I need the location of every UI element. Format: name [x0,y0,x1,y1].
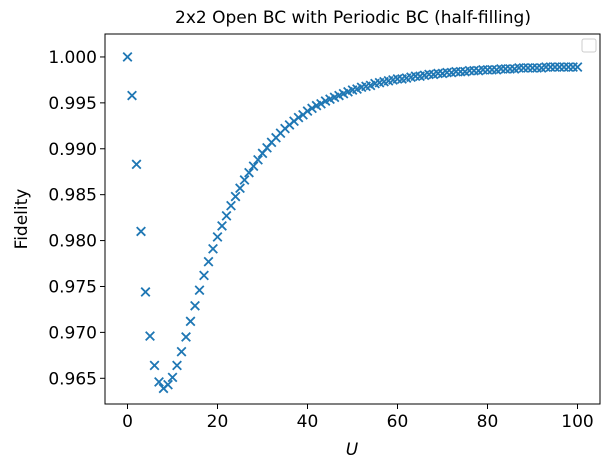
data-point [568,62,578,72]
data-point [302,106,313,117]
data-point [559,62,569,72]
data-point [523,63,533,73]
y-tick-label: 0.995 [48,94,97,114]
x-tick-label: 80 [477,412,499,432]
data-point [127,90,137,101]
data-point [199,270,209,281]
data-point [122,52,133,62]
data-point [194,285,205,296]
y-axis-ticks: 0.965 0.970 0.975 0.980 0.985 0.990 0.995 1.000 [48,48,105,389]
data-point [136,226,146,237]
data-point [248,161,259,172]
data-point [505,63,515,74]
data-point [235,183,245,194]
data-point [185,316,196,327]
y-tick-label: 1.000 [48,48,97,68]
data-point [163,379,173,390]
data-point [149,360,160,371]
x-tick-label: 0 [122,412,133,432]
data-point [176,346,187,357]
x-axis-label: U [346,440,359,460]
y-tick-label: 0.965 [48,369,97,389]
plot-frame [104,33,601,405]
data-point [307,103,317,114]
y-tick-label: 0.990 [48,140,97,160]
data-point [293,112,304,123]
y-tick-label: 0.970 [48,323,97,343]
y-axis-label: Fidelity [12,189,32,250]
data-point [532,63,542,73]
data-point [545,62,556,72]
data-point [140,287,151,297]
x-tick-label: 100 [561,412,593,432]
data-point [455,66,466,77]
x-tick-label: 20 [207,412,229,432]
y-tick-label: 0.975 [48,277,97,297]
data-point [500,63,511,74]
data-point [221,210,232,221]
data-point [482,64,493,75]
x-tick-label: 60 [387,412,409,432]
data-point [550,62,560,72]
data-point [131,159,142,170]
x-tick-label: 40 [297,412,319,432]
data-point [239,175,250,185]
data-point [554,62,565,72]
data-point [518,63,529,73]
data-point [181,332,191,342]
data-point [244,167,254,178]
chart-title: 2x2 Open BC with Periodic BC (half-filli… [175,8,531,28]
data-point [253,154,263,165]
data-point [469,65,479,76]
data-point [167,372,178,383]
data-point [316,98,326,109]
y-tick-label: 0.985 [48,186,97,206]
legend-box [581,38,597,53]
data-points [122,52,583,394]
x-axis-ticks: 0 20 40 60 80 100 [122,404,594,432]
data-point [230,191,241,202]
data-point [145,331,155,341]
y-tick-label: 0.980 [48,232,97,252]
data-point [487,64,497,75]
data-point [527,63,538,73]
data-point [208,243,218,254]
data-point [154,377,164,387]
data-point [212,231,223,242]
data-point [217,220,227,231]
data-point [172,360,182,371]
data-point [572,62,583,72]
data-point [190,300,200,311]
data-point [226,200,236,211]
data-point [563,62,574,72]
data-point [203,256,214,267]
